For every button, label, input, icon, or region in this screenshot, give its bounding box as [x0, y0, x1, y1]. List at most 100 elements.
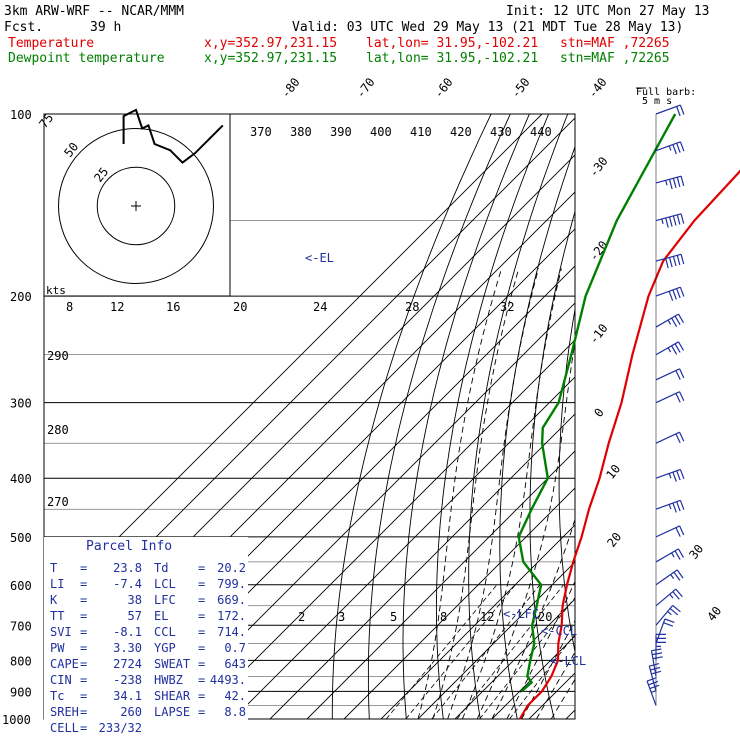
hodograph-box — [43, 113, 231, 297]
moist-adiabat — [506, 580, 575, 719]
theta-label: 400 — [370, 125, 392, 139]
hodograph-ring — [96, 166, 176, 246]
mixing-ratio-label: 16 — [166, 300, 180, 314]
lfc-marker: <-LFC — [503, 607, 539, 621]
skew-t-series — [517, 113, 740, 720]
temp-label-side: 10 — [603, 462, 623, 482]
parcel-info-cell: = — [80, 561, 88, 575]
moist-adiabat — [550, 678, 575, 719]
parcel-info-cell: = — [80, 577, 88, 591]
parcel-info-cell: -7.4 — [113, 577, 142, 591]
model-title: 3km ARW-WRF -- NCAR/MMM — [4, 4, 184, 19]
theta-label: 370 — [250, 125, 272, 139]
parcel-info-cell: CCL — [154, 625, 176, 639]
theta-label: 420 — [450, 125, 472, 139]
dry-adiabat — [641, 114, 702, 719]
barb-legend-line1: Full barb: — [636, 87, 696, 98]
header: 3km ARW-WRF -- NCAR/MMM Init: 12 UTC Mon… — [4, 4, 710, 66]
hodograph-ring — [58, 128, 214, 284]
pressure-label-800: 800 — [10, 654, 32, 668]
parcel-info-cell: 3.30 — [113, 641, 142, 655]
parcel-info-cell: = — [198, 625, 206, 639]
theta-e-label: 280 — [47, 423, 69, 437]
wind-barb — [655, 253, 685, 269]
parcel-info-cell: 714. — [217, 625, 246, 639]
parcel-info-rows: T = 23.8 Td = 20.2 LI = -7.4 LCL = 799. K = 38 LFC = 669.… — [50, 561, 246, 737]
parcel-info-cell: SWEAT — [154, 657, 191, 671]
theta-label: 430 — [490, 125, 512, 139]
isotherm — [232, 376, 575, 719]
wind-barb — [655, 588, 683, 607]
mixing-ratio-line — [431, 584, 541, 719]
moist-adiabat — [476, 338, 575, 719]
parcel-info-cell: = — [198, 641, 206, 655]
wind-barb — [655, 341, 685, 356]
isotherm — [454, 598, 575, 719]
parcel-info-cell: 42. — [224, 689, 246, 703]
wind-barb — [655, 569, 684, 586]
wind-barb — [655, 499, 685, 513]
dry-adiabat — [402, 114, 530, 719]
parcel-info-cell: 669. — [217, 593, 246, 607]
ccl-marker: <-CCL — [541, 624, 577, 638]
parcel-info-cell: T — [50, 561, 58, 575]
parcel-info-cell: LFC — [154, 593, 176, 607]
parcel-info-cell: SHEAR — [154, 689, 191, 703]
parcel-info-row: CIN = -238 HWBZ = 4493. — [50, 673, 246, 689]
dry-adiabat — [468, 114, 569, 719]
hodograph-units: kts — [46, 284, 66, 297]
isotherm — [343, 487, 575, 719]
parcel-info-cell: = — [80, 657, 88, 671]
parcel-info-cell: 57 — [127, 609, 142, 623]
temperature-stn: stn=MAF ,72265 — [560, 36, 670, 51]
mixing-ratio-line — [456, 584, 564, 719]
moist-adiabat — [491, 517, 575, 719]
parcel-info-cell: LAPSE — [154, 705, 191, 719]
temperature-line — [518, 169, 740, 720]
parcel-info-cell: HWBZ — [154, 673, 183, 687]
temp-label-side: 30 — [686, 542, 706, 562]
parcel-info-cell: CAPE — [50, 657, 79, 671]
parcel-info-row: PW = 3.30 YGP = 0.7 — [50, 641, 246, 657]
fcst-value: 39 h — [90, 20, 121, 35]
parcel-info-cell: 260 — [120, 705, 142, 719]
pressure-label-700: 700 — [10, 619, 32, 633]
fcst-label: Fcst. — [4, 20, 43, 35]
mixing-ratio-line — [479, 596, 575, 719]
parcel-info-cell: CIN — [50, 673, 72, 687]
parcel-info-row: SREH = 260 LAPSE = 8.8 — [50, 705, 246, 721]
wind-barb — [655, 525, 685, 538]
mixing-ratio-label: 20 — [233, 300, 247, 314]
wind-barbs — [646, 104, 685, 706]
parcel-info-cell: = — [198, 705, 206, 719]
parcel-info-cell: = — [198, 593, 206, 607]
lcl-marker: <-LCL — [550, 654, 586, 668]
parcel-info-cell: 38 — [127, 593, 142, 607]
parcel-info-row: CAPE = 2724 SWEAT = 643 — [50, 657, 246, 673]
wind-barb — [655, 141, 685, 155]
moist-adiabat — [447, 268, 539, 719]
parcel-info-cell: = — [80, 673, 88, 687]
wind-barb — [655, 286, 685, 301]
parcel-info-cell: K — [50, 593, 58, 607]
mixing-ratio-label: 28 — [405, 300, 419, 314]
temperature-xy: x,y=352.97,231.15 — [204, 36, 337, 51]
pressure-label-300: 300 — [10, 397, 32, 411]
mixing-ratio-label: 32 — [500, 300, 514, 314]
parcel-info-cell: = — [198, 561, 206, 575]
parcel-info-cell: 34.1 — [113, 689, 142, 703]
dewpoint-line — [517, 113, 677, 693]
parcel-info-cell: 20.2 — [217, 561, 246, 575]
parcel-info-cell: 0.7 — [224, 641, 246, 655]
wind-barb — [655, 391, 685, 404]
theta-label: 410 — [410, 125, 432, 139]
pressure-label-100: 100 — [10, 108, 32, 122]
theta-label: 440 — [530, 125, 552, 139]
dry-adiabat — [435, 114, 550, 719]
mixing-ratio-line — [405, 584, 516, 719]
dry-adiabat — [587, 114, 644, 719]
isotherm — [380, 524, 575, 719]
parcel-info-cell: Tc — [50, 689, 65, 703]
temp-label-top: -70 — [353, 75, 377, 101]
